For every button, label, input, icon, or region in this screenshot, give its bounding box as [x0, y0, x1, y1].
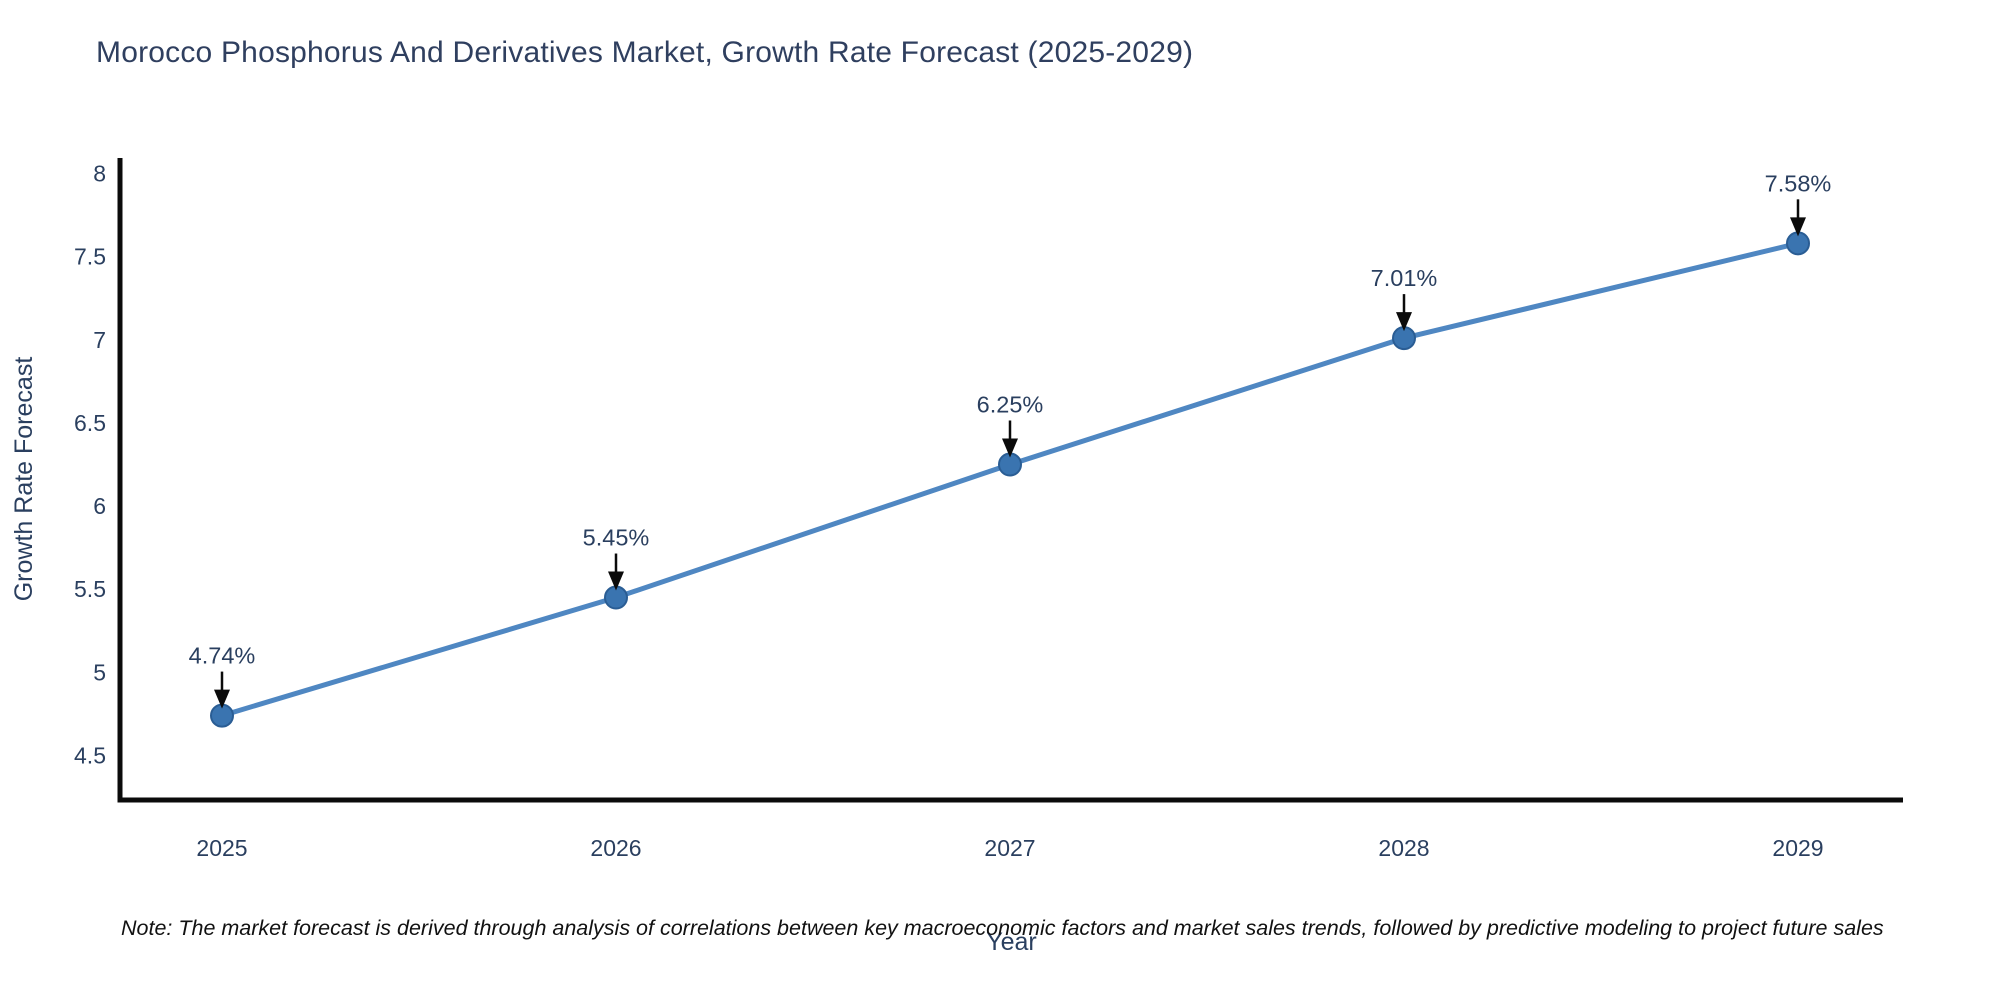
data-point-label: 6.25% [977, 391, 1044, 417]
data-point-label: 4.74% [189, 643, 256, 669]
x-tick-label: 2028 [1378, 835, 1429, 861]
annotation-arrowhead [1002, 438, 1018, 458]
chart-title: Morocco Phosphorus And Derivatives Marke… [96, 36, 1194, 69]
y-tick-label: 5.5 [74, 576, 106, 602]
data-point-label: 5.45% [583, 525, 650, 551]
data-point-label: 7.58% [1765, 170, 1832, 196]
annotation-arrowhead [608, 571, 624, 591]
y-axis-title: Growth Rate Forecast [10, 357, 38, 602]
x-tick-label: 2029 [1772, 835, 1823, 861]
annotation-arrowhead [1396, 312, 1412, 332]
x-tick-label: 2026 [590, 835, 641, 861]
y-tick-label: 5 [93, 659, 106, 685]
y-tick-label: 7 [93, 327, 106, 353]
line-series [219, 240, 1801, 719]
x-tick-label: 2025 [196, 835, 247, 861]
y-tick-label: 7.5 [74, 244, 106, 270]
y-tick-label: 8 [93, 160, 106, 186]
y-tick-label: 6.5 [74, 410, 106, 436]
y-tick-label: 4.5 [74, 743, 106, 769]
annotation-arrowhead [1790, 217, 1806, 237]
x-axis-title: Year [986, 928, 1037, 956]
x-tick-label: 2027 [984, 835, 1035, 861]
annotation-arrowhead [214, 689, 230, 709]
footnote: Note: The market forecast is derived thr… [121, 916, 1884, 940]
y-tick-label: 6 [93, 493, 106, 519]
data-point-label: 7.01% [1371, 265, 1438, 291]
